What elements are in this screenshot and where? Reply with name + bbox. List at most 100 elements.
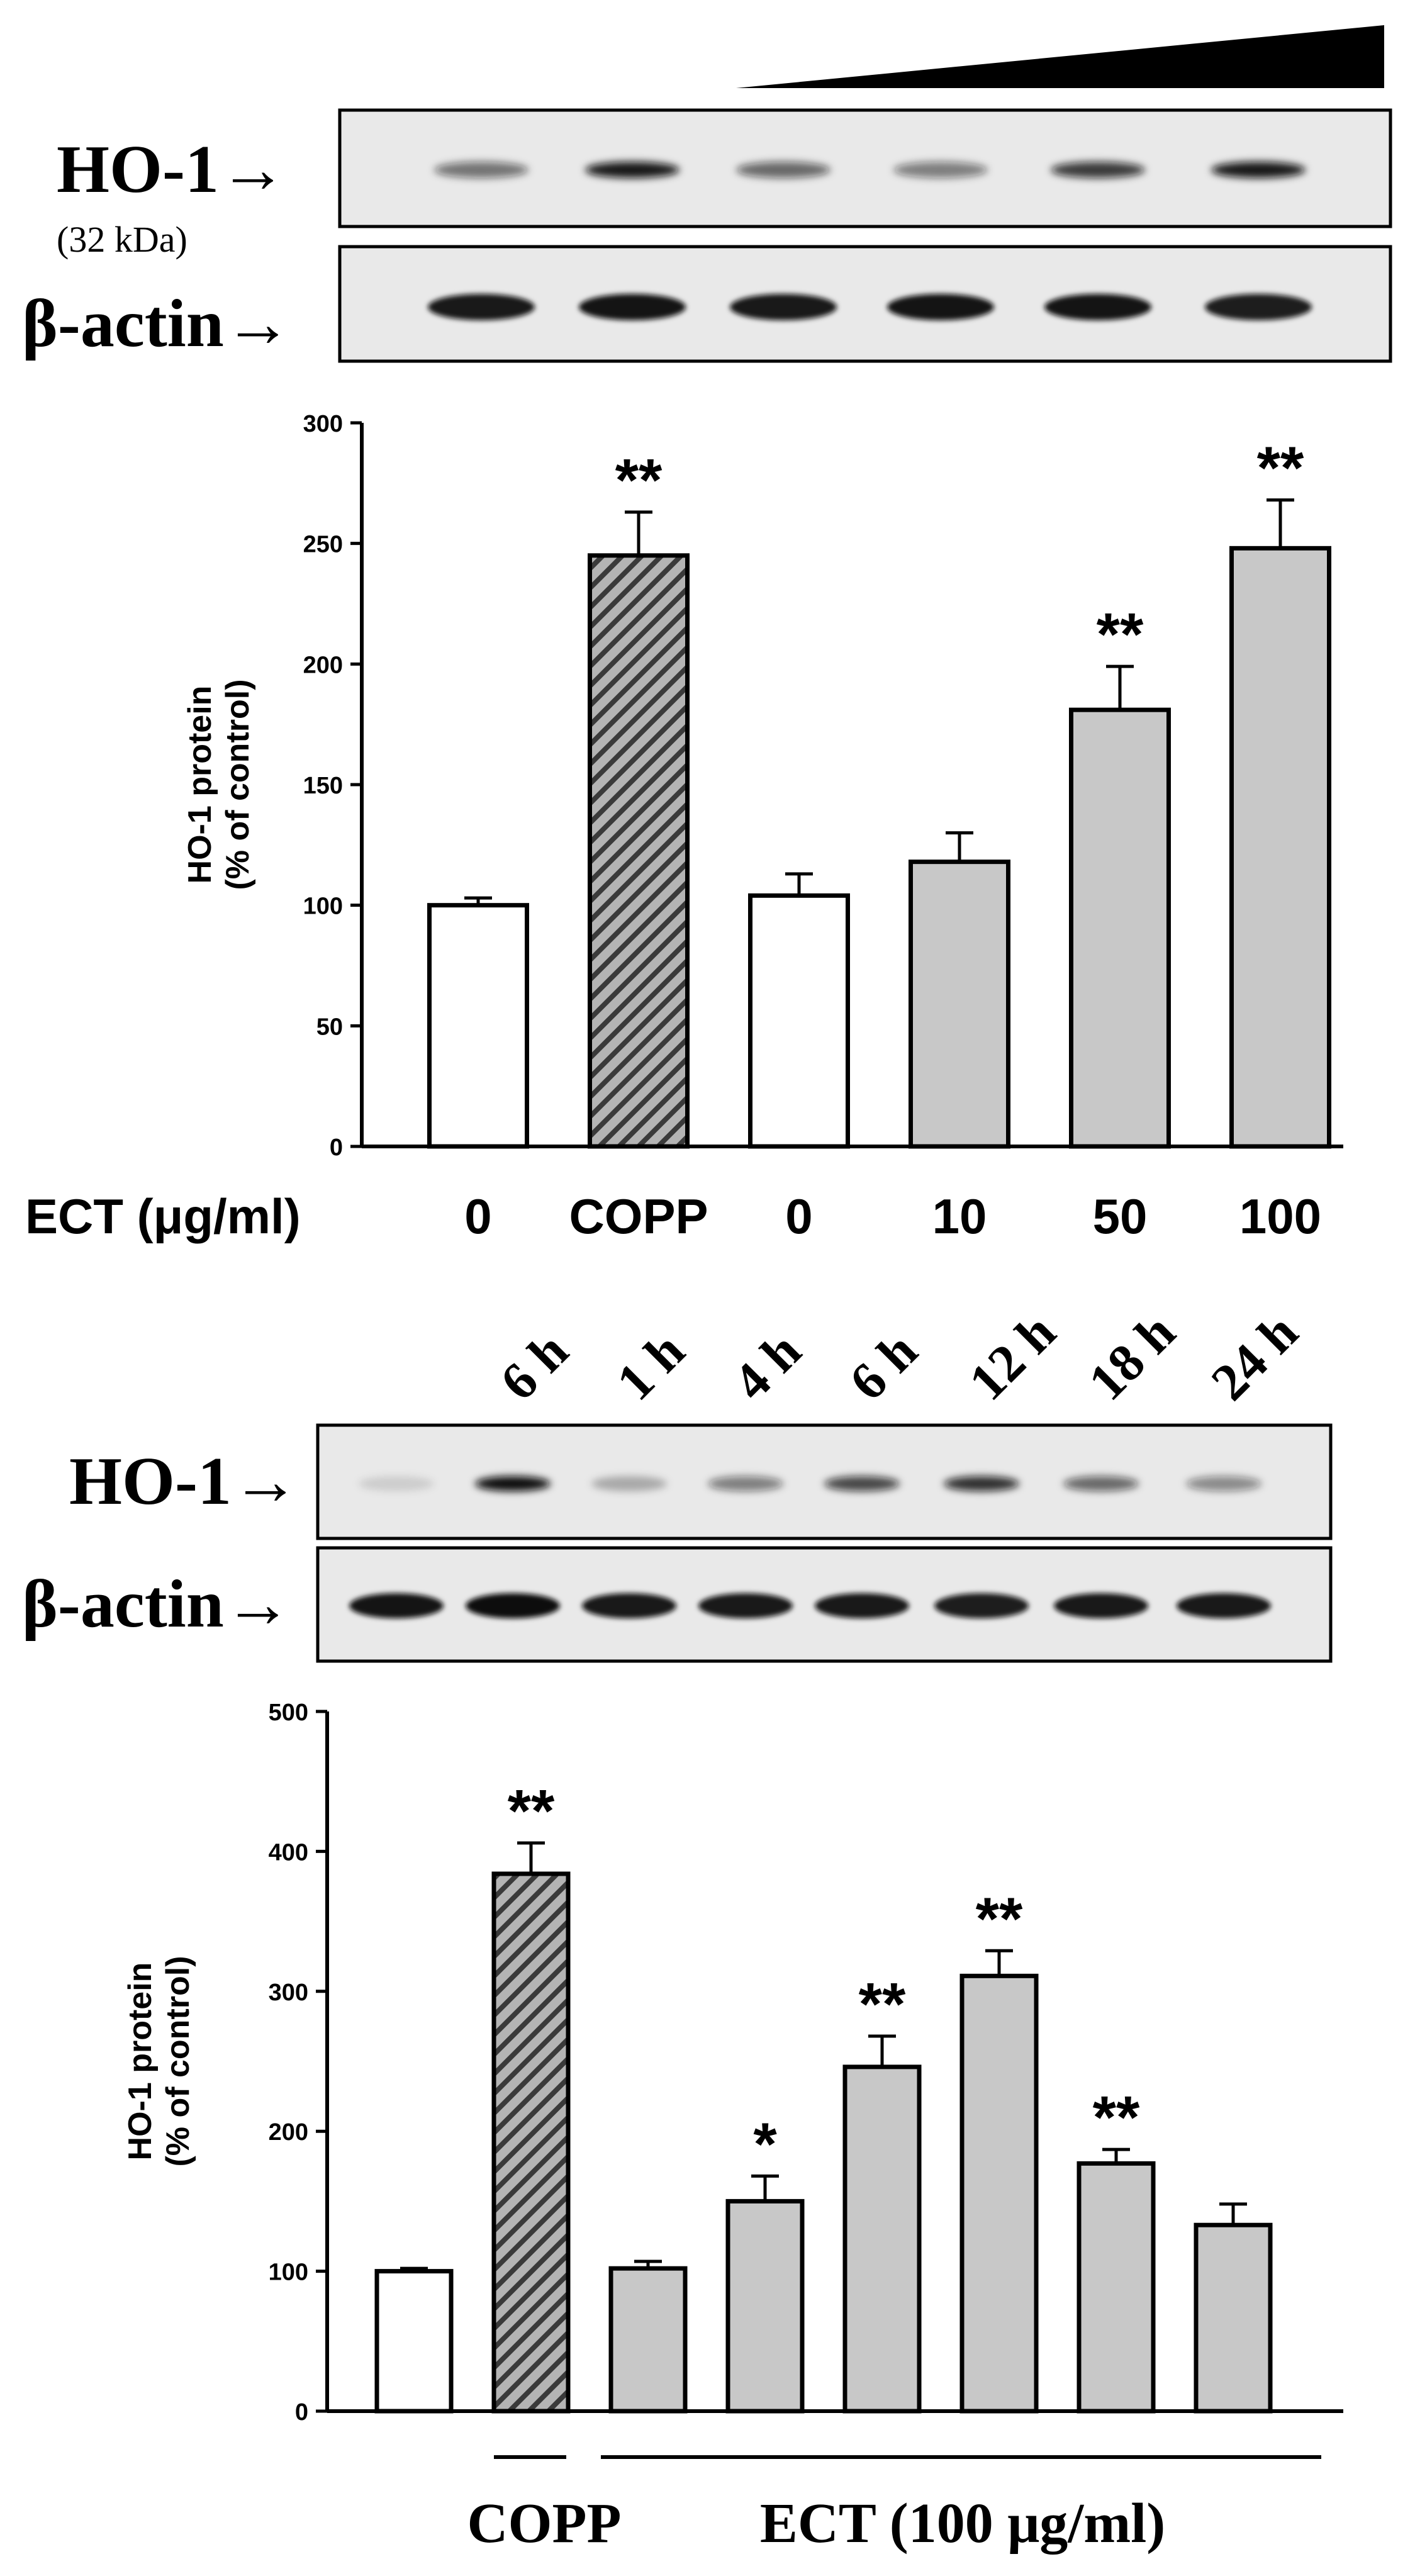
y-axis-label-line: HO-1 protein xyxy=(182,686,218,884)
bar xyxy=(588,553,690,1149)
y-tick-label: 250 xyxy=(303,532,343,558)
blot2-lane-label: 1 h xyxy=(606,1321,696,1411)
blot1-actin-bands xyxy=(428,294,1312,320)
category-label: 100 xyxy=(1239,1189,1321,1244)
blot2-lane-labels: 6 h 1 h 4 h 6 h 12 h 18 h 24 h xyxy=(489,1302,1309,1411)
bar xyxy=(725,2198,805,2414)
blot2-ho1-label: HO-1→ xyxy=(69,1444,299,1519)
blot1-ho1-kda: (32 kDa) xyxy=(57,219,187,260)
blot2-lane-label: 6 h xyxy=(839,1321,929,1411)
significance-mark: ** xyxy=(1093,2084,1140,2151)
blot-band xyxy=(893,162,988,178)
y-tick-label: 0 xyxy=(330,1134,343,1161)
blot-band xyxy=(708,1476,783,1491)
blot-band xyxy=(349,1593,444,1618)
bar xyxy=(1077,2161,1156,2414)
blot2-actin-bands xyxy=(349,1593,1271,1618)
y-tick-label: 150 xyxy=(303,773,343,799)
blot-band xyxy=(1186,1476,1261,1491)
blot-band xyxy=(585,162,680,178)
y-axis-label-line: (% of control) xyxy=(160,1956,196,2166)
y-tick-label: 300 xyxy=(303,411,343,437)
dose-wedge xyxy=(736,25,1384,88)
y-axis-label: HO-1 protein(% of control) xyxy=(182,679,256,890)
y-tick-label: 200 xyxy=(269,2119,308,2146)
significance-mark: * xyxy=(753,2110,777,2178)
significance-mark: ** xyxy=(615,447,663,514)
blot2-lane-label: 6 h xyxy=(489,1321,579,1411)
category-label: 0 xyxy=(785,1189,812,1244)
blot-band xyxy=(824,1476,900,1491)
blot2-ho1-strip xyxy=(316,1423,1333,1540)
bar xyxy=(909,860,1010,1149)
blot-band xyxy=(815,1593,909,1618)
significance-mark: ** xyxy=(859,1971,906,2038)
blot-band xyxy=(579,294,686,320)
category-label: 0 xyxy=(464,1189,491,1244)
blot2-lane-label: 24 h xyxy=(1200,1302,1309,1411)
y-tick-label: 300 xyxy=(269,1980,308,2006)
blot-band xyxy=(730,294,837,320)
y-tick-label: 400 xyxy=(269,1839,308,1866)
blot-band xyxy=(428,294,535,320)
blot-band xyxy=(1051,162,1145,178)
blot-band xyxy=(582,1593,676,1618)
blot2-lane-label: 12 h xyxy=(958,1302,1067,1411)
blot-band xyxy=(698,1593,793,1618)
blot-band xyxy=(887,294,994,320)
blot1-ho1-label: HO-1→ xyxy=(57,132,287,207)
significance-mark: ** xyxy=(976,1885,1023,1952)
bar xyxy=(374,2269,454,2414)
bar xyxy=(1069,707,1171,1149)
y-axis-label: HO-1 protein(% of control) xyxy=(122,1956,196,2166)
bar xyxy=(491,1871,571,2414)
blot-band xyxy=(736,162,831,178)
blot-band xyxy=(1063,1476,1139,1491)
bar xyxy=(748,893,850,1149)
y-tick-label: 100 xyxy=(269,2260,308,2286)
blot-band xyxy=(1054,1593,1148,1618)
blot-band xyxy=(434,162,529,178)
category-label: 10 xyxy=(932,1189,987,1244)
y-tick-label: 500 xyxy=(269,1700,308,1726)
blot-band xyxy=(934,1593,1029,1618)
y-axis-label-line: (% of control) xyxy=(220,679,256,890)
significance-mark: ** xyxy=(1097,601,1144,668)
blot-band xyxy=(591,1476,667,1491)
blot-band xyxy=(1205,294,1312,320)
y-axis-label-line: HO-1 protein xyxy=(122,1963,159,2161)
panel2-blot: 6 h 1 h 4 h 6 h 12 h 18 h 24 h HO-1→ β-actin→ xyxy=(22,1302,1333,1663)
bar xyxy=(1194,2222,1273,2414)
significance-mark: ** xyxy=(1257,435,1304,502)
blot-band xyxy=(466,1593,560,1618)
blot-band xyxy=(475,1476,551,1491)
chart1-x-caption: ECT (μg/ml) xyxy=(25,1189,301,1244)
bar xyxy=(959,1973,1039,2414)
blot-band xyxy=(944,1476,1019,1491)
bar xyxy=(608,2266,688,2414)
category-label: 50 xyxy=(1093,1189,1148,1244)
y-tick-label: 200 xyxy=(303,652,343,678)
blot1-ho1-bands xyxy=(434,162,1306,178)
copp-group-label: COPP xyxy=(467,2492,622,2555)
panel1-blot: HO-1→ (32 kDa) β-actin→ xyxy=(22,25,1392,363)
y-tick-label: 100 xyxy=(303,893,343,920)
bar xyxy=(427,903,529,1149)
blot2-lane-label: 4 h xyxy=(722,1321,812,1411)
blot-band xyxy=(1177,1593,1271,1618)
blot-band xyxy=(359,1476,434,1491)
category-label: COPP xyxy=(569,1189,708,1244)
y-tick-label: 50 xyxy=(316,1014,343,1040)
blot-band xyxy=(1044,294,1151,320)
blot-band xyxy=(1211,162,1306,178)
bar xyxy=(842,2064,922,2414)
bar xyxy=(1229,546,1331,1149)
blot2-actin-label: β-actin→ xyxy=(22,1567,292,1642)
blot2-lane-label: 18 h xyxy=(1078,1302,1187,1411)
ect-group-label: ECT (100 μg/ml) xyxy=(760,2492,1165,2555)
y-tick-label: 0 xyxy=(295,2399,308,2426)
significance-mark: ** xyxy=(508,1778,555,1845)
blot2-ho1-bands xyxy=(359,1476,1261,1491)
